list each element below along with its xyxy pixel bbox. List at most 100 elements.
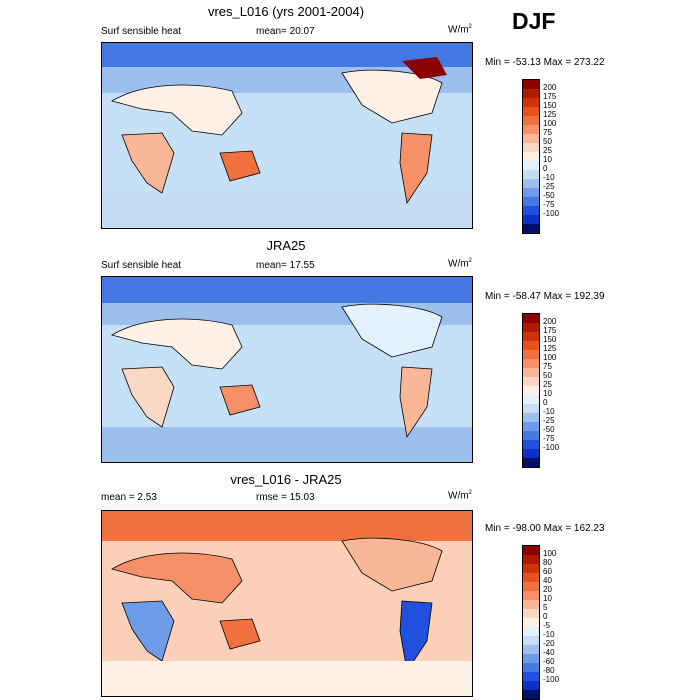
panel-1-map (101, 42, 473, 229)
colorbar-segment (523, 341, 539, 350)
season-label: DJF (512, 8, 556, 34)
colorbar-segment (523, 573, 539, 582)
colorbar-segment (523, 80, 539, 89)
colorbar-segment (523, 98, 539, 107)
colorbar-segment (523, 215, 539, 224)
panel-3-minmax: Min = -98.00 Max = 162.23 (485, 523, 605, 534)
colorbar-tick-label: 75 (543, 362, 552, 371)
colorbar-segment (523, 377, 539, 386)
colorbar-tick-label: 80 (543, 558, 552, 567)
colorbar-segment (523, 458, 539, 467)
panel-1-eurasia (110, 84, 243, 136)
colorbar-tick-label: 50 (543, 371, 552, 380)
colorbar-tick-label: -10 (543, 630, 555, 639)
colorbar-tick-label: 100 (543, 353, 557, 362)
colorbar-tick-label: -50 (543, 425, 555, 434)
panel-3-south-band (102, 661, 472, 696)
panel-3-title: vres_L016 - JRA25 (230, 472, 342, 487)
panel-3-mean-label: mean = 2.53 (101, 492, 157, 503)
colorbar-tick-label: 20 (543, 585, 552, 594)
colorbar-tick-label: 175 (543, 326, 557, 335)
colorbar-segment (523, 654, 539, 663)
colorbar-segment (523, 89, 539, 98)
colorbar-segment (523, 368, 539, 377)
colorbar-segment (523, 564, 539, 573)
colorbar-segment (523, 152, 539, 161)
panel-1-africa (121, 132, 175, 194)
colorbar-segment (523, 645, 539, 654)
colorbar-segment (523, 332, 539, 341)
colorbar-tick-label: -25 (543, 416, 555, 425)
panel-2-south-america (399, 366, 433, 439)
panel-3-south-america (399, 600, 433, 673)
colorbar-tick-label: 200 (543, 83, 557, 92)
colorbar-segment (523, 422, 539, 431)
panel-3-arctic-band (102, 511, 472, 541)
colorbar-segment (523, 440, 539, 449)
colorbar-segment (523, 350, 539, 359)
colorbar-segment (523, 179, 539, 188)
colorbar-segment (523, 449, 539, 458)
colorbar-tick-label: -100 (543, 443, 560, 452)
panel-3-units: W/m2 (448, 490, 472, 502)
colorbar-tick-label: -100 (543, 675, 560, 684)
colorbar-tick-label: 50 (543, 137, 552, 146)
colorbar-segment (523, 404, 539, 413)
colorbar-tick-label: -10 (543, 173, 555, 182)
colorbar-tick-label: 125 (543, 110, 557, 119)
colorbar-tick-label: -10 (543, 407, 555, 416)
colorbar-tick-label: 60 (543, 567, 552, 576)
colorbar-tick-label: 100 (543, 549, 557, 558)
panel-1-labrador-high (402, 57, 447, 79)
colorbar-segment (523, 143, 539, 152)
colorbar-segment (523, 125, 539, 134)
panel-2-africa (121, 366, 175, 428)
panel-2-south-band (102, 427, 472, 462)
colorbar-tick-label: 5 (543, 603, 548, 612)
colorbar-segment (523, 609, 539, 618)
colorbar-segment (523, 627, 539, 636)
colorbar-tick-label: -75 (543, 434, 555, 443)
colorbar-segment (523, 672, 539, 681)
colorbar-tick-label: 75 (543, 128, 552, 137)
panel-3-australia (219, 618, 261, 650)
colorbar-tick-label: -75 (543, 200, 555, 209)
panel-2-mean-label: mean= 17.55 (256, 260, 315, 271)
panel-1-colorbar (522, 79, 540, 234)
colorbar-segment (523, 134, 539, 143)
colorbar-segment (523, 690, 539, 699)
colorbar-tick-label: -80 (543, 666, 555, 675)
colorbar-segment (523, 116, 539, 125)
colorbar-tick-label: 10 (543, 594, 552, 603)
colorbar-segment (523, 582, 539, 591)
colorbar-segment (523, 618, 539, 627)
colorbar-segment (523, 636, 539, 645)
panel-3-map (101, 510, 473, 697)
panel-2-colorbar (522, 313, 540, 468)
colorbar-tick-label: 125 (543, 344, 557, 353)
panel-3-colorbar (522, 545, 540, 700)
panel-2-australia (219, 384, 261, 416)
panel-3-eurasia (110, 552, 243, 604)
colorbar-tick-label: 25 (543, 146, 552, 155)
colorbar-tick-label: 0 (543, 398, 548, 407)
colorbar-segment (523, 224, 539, 233)
colorbar-segment (523, 206, 539, 215)
panel-1-australia (219, 150, 261, 182)
panel-2-units: W/m2 (448, 258, 472, 270)
colorbar-tick-label: 0 (543, 612, 548, 621)
panel-2-left-label: Surf sensible heat (101, 260, 182, 271)
panel-2-minmax: Min = -58.47 Max = 192.39 (485, 291, 605, 302)
panel-2-eurasia (110, 318, 243, 370)
colorbar-tick-label: 175 (543, 92, 557, 101)
colorbar-tick-label: -40 (543, 648, 555, 657)
panel-1-title: vres_L016 (yrs 2001-2004) (207, 4, 365, 19)
colorbar-tick-label: 150 (543, 335, 557, 344)
colorbar-segment (523, 600, 539, 609)
colorbar-segment (523, 386, 539, 395)
panel-3-africa (121, 600, 175, 662)
colorbar-segment (523, 188, 539, 197)
colorbar-segment (523, 555, 539, 564)
panel-3-north-america (341, 537, 443, 592)
colorbar-segment (523, 431, 539, 440)
